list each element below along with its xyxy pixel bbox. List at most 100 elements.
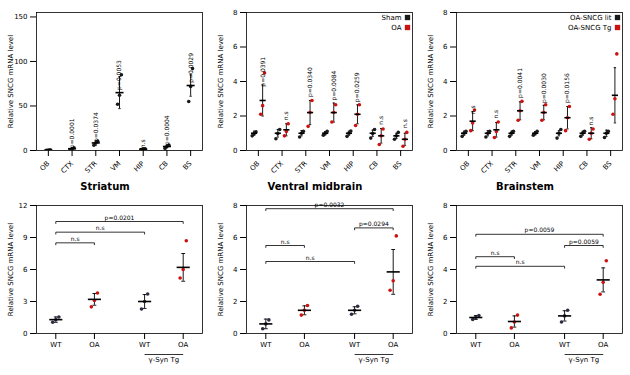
svg-text:0: 0 — [233, 330, 237, 338]
svg-text:0: 0 — [443, 330, 447, 338]
svg-text:Relative SNCG mRNA level: Relative SNCG mRNA level — [7, 35, 15, 128]
svg-text:0: 0 — [233, 147, 237, 155]
svg-text:2: 2 — [233, 112, 237, 120]
svg-text:OB: OB — [458, 160, 471, 173]
svg-text:p=0.0004: p=0.0004 — [163, 115, 171, 145]
svg-text:150: 150 — [14, 13, 27, 21]
svg-text:6: 6 — [233, 234, 238, 242]
svg-text:8: 8 — [233, 9, 237, 17]
svg-text:n.s: n.s — [306, 254, 315, 261]
svg-text:p=0.0053: p=0.0053 — [115, 60, 123, 90]
svg-text:γ-Syn Tg: γ-Syn Tg — [359, 356, 390, 364]
svg-text:OA-SNCG lit: OA-SNCG lit — [570, 14, 612, 22]
svg-text:BS: BS — [182, 159, 195, 172]
svg-text:0: 0 — [443, 147, 447, 155]
svg-text:Relative SNCG mRNA level: Relative SNCG mRNA level — [427, 35, 435, 128]
svg-text:STR: STR — [84, 160, 99, 175]
svg-text:100: 100 — [14, 58, 27, 66]
svg-text:VM: VM — [319, 160, 332, 173]
svg-text:WT: WT — [349, 341, 361, 349]
svg-text:WT: WT — [559, 341, 571, 349]
svg-text:6: 6 — [233, 43, 238, 51]
svg-text:p=0.0156: p=0.0156 — [563, 73, 571, 103]
svg-text:WT: WT — [50, 341, 62, 349]
svg-text:50: 50 — [19, 102, 28, 110]
svg-text:n.s: n.s — [492, 110, 499, 119]
svg-text:OA-SNCG Tg: OA-SNCG Tg — [568, 24, 611, 32]
svg-text:p=0.0259: p=0.0259 — [353, 72, 361, 102]
svg-text:p=0.0032: p=0.0032 — [315, 201, 345, 209]
svg-text:n.s: n.s — [587, 117, 594, 126]
svg-text:3: 3 — [23, 298, 27, 306]
svg-text:p=0.0391: p=0.0391 — [259, 57, 267, 87]
svg-text:WT: WT — [470, 341, 482, 349]
svg-text:STR: STR — [294, 160, 309, 175]
svg-text:p=0.0030: p=0.0030 — [540, 73, 548, 103]
svg-text:p=0.0340: p=0.0340 — [306, 67, 314, 97]
svg-text:CTX: CTX — [480, 160, 496, 176]
svg-text:p=0.0374: p=0.0374 — [92, 112, 100, 142]
svg-text:OA: OA — [388, 341, 398, 349]
svg-text:n.s: n.s — [71, 235, 80, 242]
svg-text:n.s: n.s — [139, 139, 146, 148]
svg-text:OA: OA — [598, 341, 608, 349]
svg-text:VM: VM — [529, 160, 542, 173]
svg-text:OA: OA — [178, 341, 188, 349]
svg-text:12: 12 — [19, 202, 28, 210]
svg-text:p=0.0059: p=0.0059 — [569, 238, 599, 246]
svg-text:n.s: n.s — [96, 224, 105, 231]
svg-text:STR: STR — [504, 160, 519, 175]
svg-text:4: 4 — [443, 78, 448, 86]
svg-text:p=0.0041: p=0.0041 — [516, 68, 524, 98]
svg-text:6: 6 — [443, 234, 448, 242]
svg-text:OB: OB — [248, 160, 261, 173]
svg-text:4: 4 — [443, 266, 448, 274]
svg-text:HIP: HIP — [342, 160, 356, 174]
svg-text:CB: CB — [577, 160, 590, 173]
svg-text:n.s: n.s — [516, 258, 525, 265]
svg-text:n.s: n.s — [377, 116, 384, 125]
svg-text:CB: CB — [157, 160, 170, 173]
svg-text:n.s: n.s — [282, 111, 289, 120]
svg-text:n.s: n.s — [469, 105, 476, 114]
svg-text:WT: WT — [139, 341, 151, 349]
svg-text:4: 4 — [233, 266, 238, 274]
svg-text:2: 2 — [233, 298, 237, 306]
svg-text:0: 0 — [23, 330, 27, 338]
svg-text:2: 2 — [443, 298, 447, 306]
svg-text:HIP: HIP — [552, 160, 566, 174]
svg-text:6: 6 — [443, 43, 448, 51]
svg-text:γ-Syn Tg: γ-Syn Tg — [569, 356, 600, 364]
svg-text:6: 6 — [23, 266, 28, 274]
svg-text:HIP: HIP — [132, 160, 146, 174]
svg-text:OB: OB — [38, 160, 51, 173]
svg-text:n.s: n.s — [491, 249, 500, 256]
svg-text:p=0.0059: p=0.0059 — [525, 226, 555, 234]
svg-text:Relative SNCG mRNA level: Relative SNCG mRNA level — [217, 35, 225, 128]
svg-text:p=0.0084: p=0.0084 — [330, 70, 338, 100]
svg-text:p=0.0294: p=0.0294 — [359, 220, 389, 228]
svg-text:4: 4 — [233, 78, 238, 86]
svg-text:CTX: CTX — [60, 160, 76, 176]
svg-text:p=0.0029: p=0.0029 — [187, 53, 195, 83]
svg-text:Relative SNCG mRNA level: Relative SNCG mRNA level — [7, 223, 15, 316]
svg-text:OA: OA — [89, 341, 99, 349]
svg-text:VM: VM — [109, 160, 122, 173]
svg-text:Sham: Sham — [382, 14, 402, 22]
svg-text:Relative SNCG mRNA level: Relative SNCG mRNA level — [217, 223, 225, 316]
svg-text:OA: OA — [391, 24, 401, 32]
svg-text:OA: OA — [299, 341, 309, 349]
svg-text:OA: OA — [509, 341, 519, 349]
svg-text:Relative SNCG mRNA level: Relative SNCG mRNA level — [427, 223, 435, 316]
svg-text:BS: BS — [602, 159, 615, 172]
svg-text:8: 8 — [443, 202, 447, 210]
svg-text:CTX: CTX — [270, 160, 286, 176]
svg-text:2: 2 — [443, 112, 447, 120]
svg-text:8: 8 — [443, 9, 447, 17]
svg-text:p=0.0201: p=0.0201 — [105, 214, 135, 222]
svg-text:n.s: n.s — [401, 119, 408, 128]
svg-text:p=0.0001: p=0.0001 — [68, 118, 76, 148]
svg-text:0: 0 — [23, 147, 27, 155]
svg-text:n.s: n.s — [281, 238, 290, 245]
svg-text:γ-Syn Tg: γ-Syn Tg — [149, 356, 180, 364]
